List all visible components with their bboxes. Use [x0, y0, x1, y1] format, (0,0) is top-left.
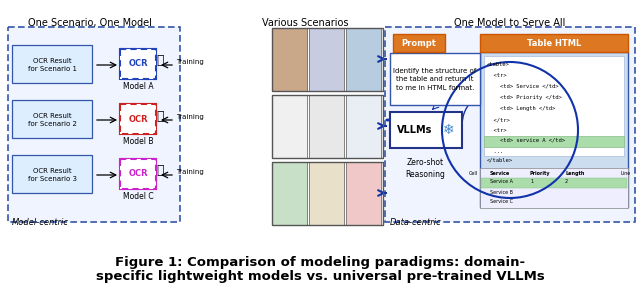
- Text: <tr>: <tr>: [487, 128, 506, 133]
- Bar: [12, 100, 92, 138]
- Bar: [120, 104, 156, 134]
- Text: <table>: <table>: [487, 62, 509, 67]
- Text: ❄: ❄: [443, 123, 455, 137]
- Text: Service C: Service C: [490, 199, 513, 204]
- Bar: [484, 56, 624, 156]
- Bar: [480, 34, 628, 52]
- Text: OCR: OCR: [128, 60, 148, 69]
- Bar: [309, 28, 344, 91]
- Bar: [272, 162, 383, 225]
- Bar: [480, 168, 628, 208]
- Text: OCR Result
for Scenario 1: OCR Result for Scenario 1: [28, 58, 77, 72]
- Bar: [481, 178, 627, 188]
- Bar: [12, 155, 92, 193]
- Bar: [393, 34, 445, 52]
- Text: <td> Priority </td>: <td> Priority </td>: [487, 95, 562, 100]
- Text: OCR: OCR: [128, 170, 148, 179]
- Bar: [309, 95, 344, 158]
- Text: Prompt: Prompt: [401, 39, 436, 48]
- Text: Model A: Model A: [123, 82, 154, 91]
- Text: Service A: Service A: [490, 179, 513, 184]
- Bar: [385, 27, 635, 222]
- Text: VLLMs: VLLMs: [397, 125, 433, 135]
- Text: ...: ...: [487, 149, 503, 154]
- Text: Training: Training: [176, 114, 204, 120]
- Text: Model B: Model B: [123, 137, 153, 146]
- Bar: [272, 95, 307, 158]
- Text: Identify the structure of
the table and return it
to me in HTML format.: Identify the structure of the table and …: [394, 67, 477, 90]
- Text: Length: Length: [565, 171, 584, 176]
- Bar: [346, 95, 381, 158]
- Text: One Scenario, One Model: One Scenario, One Model: [28, 18, 152, 28]
- Bar: [272, 28, 307, 91]
- Text: Figure 1: Comparison of modeling paradigms: domain-: Figure 1: Comparison of modeling paradig…: [115, 256, 525, 269]
- Text: OCR Result
for Scenario 3: OCR Result for Scenario 3: [28, 168, 77, 182]
- Bar: [309, 162, 344, 225]
- Bar: [120, 49, 156, 79]
- Text: <td> Service </td>: <td> Service </td>: [487, 84, 559, 89]
- Text: <td> service A </td>: <td> service A </td>: [487, 137, 565, 142]
- Text: Cell: Cell: [469, 171, 478, 176]
- Text: 🔥: 🔥: [156, 109, 164, 122]
- Text: Various Scenarios: Various Scenarios: [262, 18, 348, 28]
- Bar: [346, 28, 381, 91]
- Text: Training: Training: [176, 169, 204, 175]
- Text: </table>: </table>: [487, 157, 513, 162]
- Bar: [390, 112, 462, 148]
- Text: OCR Result
for Scenario 2: OCR Result for Scenario 2: [28, 113, 76, 127]
- Bar: [120, 159, 156, 189]
- Text: 🔥: 🔥: [156, 164, 164, 177]
- Text: Data-centric: Data-centric: [390, 218, 442, 227]
- Text: 2: 2: [565, 179, 568, 184]
- Text: Service: Service: [490, 171, 510, 176]
- Bar: [390, 53, 480, 105]
- Bar: [120, 49, 156, 79]
- Text: Model-centric: Model-centric: [12, 218, 69, 227]
- Bar: [8, 27, 180, 222]
- Bar: [272, 162, 307, 225]
- Text: Line: Line: [621, 171, 631, 176]
- Bar: [272, 28, 383, 91]
- Text: Table HTML: Table HTML: [527, 39, 581, 48]
- Text: <td> Length </td>: <td> Length </td>: [487, 106, 556, 111]
- Text: </tr>: </tr>: [487, 117, 509, 122]
- Text: <tr>: <tr>: [487, 73, 506, 78]
- Text: One Model to Serve All: One Model to Serve All: [454, 18, 566, 28]
- Bar: [346, 162, 381, 225]
- Text: Training: Training: [176, 59, 204, 65]
- Bar: [484, 136, 624, 147]
- Text: specific lightweight models vs. universal pre-trained VLLMs: specific lightweight models vs. universa…: [95, 270, 545, 283]
- Text: 🔥: 🔥: [156, 54, 164, 67]
- Text: Zero-shot
Reasoning: Zero-shot Reasoning: [405, 158, 445, 179]
- Bar: [480, 52, 628, 207]
- Bar: [12, 45, 92, 83]
- Bar: [120, 104, 156, 134]
- Text: Service B: Service B: [490, 190, 513, 195]
- Bar: [272, 95, 383, 158]
- Bar: [120, 159, 156, 189]
- Text: Model C: Model C: [123, 192, 154, 201]
- Text: 1: 1: [530, 179, 533, 184]
- Text: OCR: OCR: [128, 115, 148, 124]
- Text: Priority: Priority: [530, 171, 550, 176]
